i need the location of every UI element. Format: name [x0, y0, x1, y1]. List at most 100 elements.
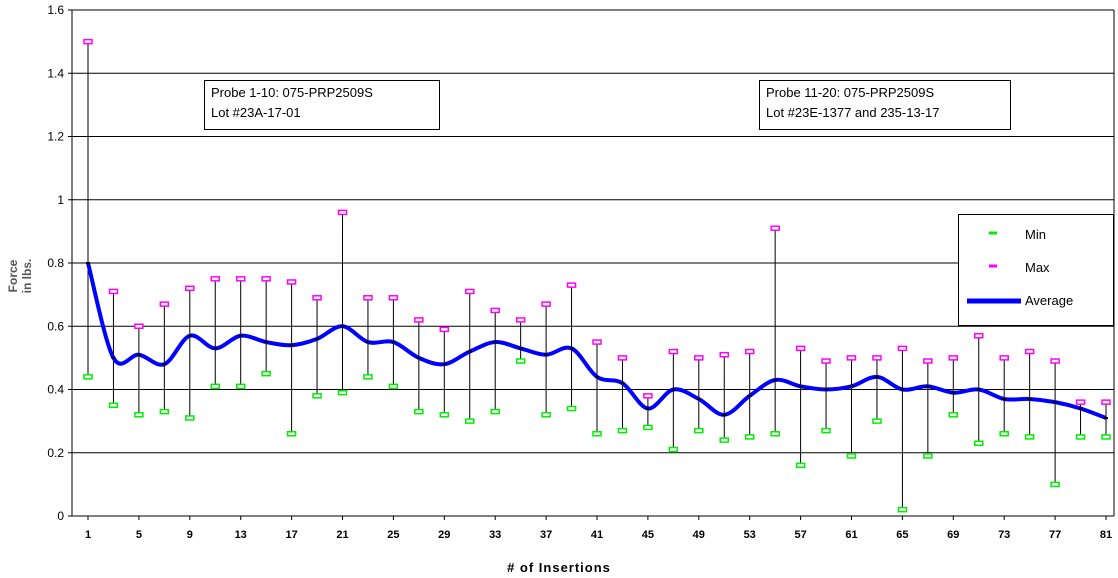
min-marker	[923, 453, 933, 459]
min-marker	[261, 370, 271, 377]
min-marker	[210, 383, 220, 390]
min-marker	[974, 440, 984, 447]
x-tick-label: 37	[540, 529, 552, 541]
max-marker	[948, 355, 959, 361]
average-point	[213, 347, 218, 350]
min-marker	[694, 427, 704, 434]
average-point	[849, 385, 854, 388]
max-marker	[846, 355, 857, 361]
average-point	[722, 413, 727, 416]
legend-item-min: Min	[959, 225, 1113, 245]
y-tick-label: 0	[57, 509, 64, 523]
average-point	[442, 363, 447, 366]
average-point	[1078, 407, 1083, 410]
max-marker	[974, 332, 984, 339]
min-marker	[719, 437, 729, 443]
average-point	[824, 388, 829, 391]
average-point	[518, 347, 523, 350]
x-tick-label: 61	[845, 529, 857, 541]
x-tick-label: 77	[1049, 529, 1061, 541]
min-series	[83, 358, 1111, 513]
average-point	[162, 363, 167, 366]
max-marker	[592, 339, 602, 345]
average-point	[798, 385, 803, 388]
max-marker	[744, 348, 755, 355]
legend-label-min: Min	[1025, 227, 1046, 242]
min-marker	[439, 412, 450, 418]
average-point	[467, 350, 472, 353]
average-point	[1053, 401, 1058, 404]
max-marker	[515, 317, 526, 323]
min-marker	[948, 412, 959, 418]
y-tick-label: 1.4	[47, 66, 64, 80]
annotation-probe-11-20: Probe 11-20: 075-PRP2509S Lot #23E-1377 …	[759, 80, 1011, 130]
max-marker	[83, 38, 93, 45]
max-marker	[235, 276, 246, 282]
min-marker	[490, 408, 500, 415]
max-marker	[617, 355, 628, 361]
average-point	[747, 394, 752, 397]
min-marker	[515, 358, 526, 364]
min-marker	[897, 506, 908, 513]
legend-key-average	[967, 298, 1021, 304]
annotation-line: Lot #23E-1377 and 235-13-17	[766, 105, 940, 120]
annotation-line: Lot #23A-17-01	[211, 105, 301, 120]
max-marker	[719, 351, 729, 358]
max-marker	[159, 301, 170, 307]
x-tick-label: 45	[642, 529, 654, 541]
min-marker	[617, 427, 628, 434]
x-tick-label: 25	[387, 529, 399, 541]
max-marker	[134, 323, 144, 329]
legend-item-average: Average	[959, 291, 1113, 311]
min-marker	[795, 462, 806, 469]
max-marker	[821, 358, 831, 364]
min-marker	[770, 431, 780, 437]
max-marker	[999, 355, 1009, 361]
max-series	[83, 38, 1111, 405]
max-marker	[795, 345, 806, 352]
average-point	[696, 397, 701, 400]
max-marker	[465, 288, 475, 295]
min-marker	[363, 374, 373, 380]
average-series	[86, 262, 1108, 420]
y-axis-label: Force in lbs.	[6, 258, 34, 294]
x-tick-label: 1	[85, 529, 91, 541]
min-marker	[337, 389, 348, 396]
max-marker	[363, 295, 373, 301]
average-point	[1002, 397, 1007, 400]
average-point	[1104, 416, 1108, 419]
max-marker	[337, 209, 348, 216]
y-tick-label: 0.2	[47, 446, 64, 460]
max-marker	[694, 355, 704, 361]
min-marker	[872, 418, 882, 424]
annotation-line: Probe 1-10: 075-PRP2509S	[211, 85, 373, 100]
max-marker	[1101, 399, 1111, 405]
min-marker	[566, 405, 577, 412]
x-tick-label: 9	[187, 529, 193, 541]
min-marker	[643, 424, 653, 431]
max-marker	[312, 295, 322, 301]
y-tick-label: 0.4	[47, 383, 64, 397]
average-point	[365, 341, 370, 344]
average-point	[238, 334, 243, 337]
min-marker	[541, 412, 551, 418]
min-marker	[592, 431, 602, 437]
average-point	[900, 388, 905, 391]
average-point	[951, 391, 956, 394]
min-marker	[821, 427, 831, 434]
y-tick-label: 0.6	[47, 319, 64, 333]
x-tick-label: 13	[235, 529, 247, 541]
max-marker	[286, 279, 297, 285]
max-marker	[541, 301, 551, 307]
min-marker	[1024, 434, 1035, 440]
min-marker	[83, 374, 93, 380]
legend-label-average: Average	[1025, 293, 1074, 308]
x-tick-label: 49	[693, 529, 705, 541]
x-axis-ticks: 1 5 9 13 17 21 25 29 33 37 41 45 49 53 57 61 65 69 73 77 81	[85, 516, 1112, 541]
max-marker	[566, 282, 577, 288]
max-marker	[439, 326, 450, 333]
y-tick-label: 1.2	[47, 130, 64, 144]
min-marker	[1101, 434, 1111, 440]
max-marker	[261, 276, 271, 282]
x-tick-label: 5	[136, 529, 142, 541]
